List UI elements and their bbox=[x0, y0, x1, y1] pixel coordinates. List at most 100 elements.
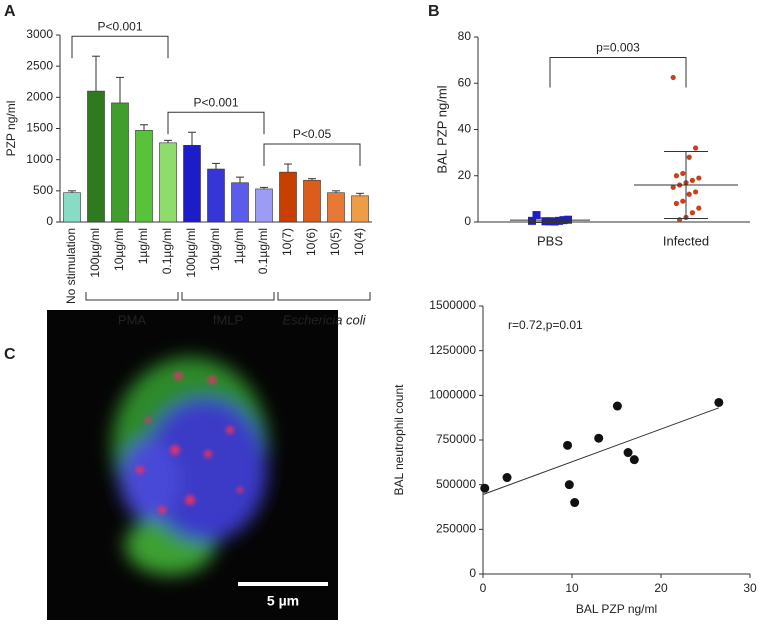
x-tick-label: 0.1µg/ml bbox=[256, 228, 270, 274]
data-point bbox=[563, 440, 573, 450]
y-tick-label: 0 bbox=[46, 214, 53, 228]
data-point bbox=[673, 200, 680, 207]
group-label: Eschericia coli bbox=[282, 312, 366, 327]
group-label: PMA bbox=[118, 312, 147, 327]
data-point bbox=[677, 217, 683, 223]
x-tick-label: 10 bbox=[565, 581, 579, 595]
data-point bbox=[550, 217, 559, 226]
data-point bbox=[689, 210, 696, 216]
data-point bbox=[696, 205, 702, 211]
y-tick-label: 1500 bbox=[26, 121, 53, 135]
bar bbox=[231, 182, 249, 223]
y-tick-label: 40 bbox=[458, 122, 472, 136]
x-tick-label: 1µg/ml bbox=[232, 228, 246, 264]
data-point bbox=[612, 401, 622, 411]
x-tick-label: 10(7) bbox=[280, 228, 294, 256]
y-tick-label: 20 bbox=[458, 168, 472, 182]
y-tick-label: 500 bbox=[33, 183, 53, 197]
y-tick-label: 0 bbox=[469, 566, 476, 580]
panel-label: B bbox=[428, 3, 440, 20]
y-tick-label: 2500 bbox=[26, 58, 53, 72]
y-tick-label: 1500000 bbox=[429, 298, 476, 312]
x-tick-label: 20 bbox=[654, 581, 668, 595]
data-point bbox=[532, 211, 541, 220]
x-tick-label: 30 bbox=[743, 581, 757, 595]
panel-label: A bbox=[4, 3, 16, 20]
y-axis-title: PZP ng/ml bbox=[4, 101, 18, 157]
fit-line bbox=[482, 407, 720, 495]
data-point bbox=[693, 145, 699, 151]
y-tick-label: 1250000 bbox=[429, 343, 476, 357]
group-line bbox=[85, 292, 179, 301]
data-point bbox=[629, 455, 639, 465]
x-tick-label: 10(5) bbox=[328, 228, 342, 256]
x-tick-label: 0 bbox=[480, 581, 487, 595]
y-tick-label: 0 bbox=[464, 214, 471, 228]
bar bbox=[351, 195, 369, 223]
annotation: r=0.72,p=0.01 bbox=[508, 318, 583, 332]
data-point bbox=[480, 483, 490, 493]
group-line bbox=[181, 292, 275, 301]
data-point bbox=[670, 74, 676, 81]
data-point bbox=[570, 498, 580, 508]
group-label: fMLP bbox=[213, 312, 243, 327]
y-tick-label: 750000 bbox=[436, 432, 476, 446]
bar bbox=[63, 192, 81, 223]
significance-label: P<0.001 bbox=[97, 19, 142, 33]
x-tick-label: 1µg/ml bbox=[136, 228, 150, 264]
y-tick-label: 80 bbox=[458, 29, 472, 43]
data-point bbox=[686, 154, 692, 160]
y-tick-label: 250000 bbox=[436, 522, 476, 536]
scale-bar-label: 5 µm bbox=[267, 593, 299, 609]
significance-bracket bbox=[263, 143, 361, 167]
y-tick-label: 1000 bbox=[26, 152, 53, 166]
significance-bracket bbox=[549, 56, 687, 88]
data-point bbox=[564, 480, 574, 490]
data-point bbox=[673, 173, 680, 179]
data-point bbox=[555, 216, 563, 225]
bar bbox=[327, 192, 345, 223]
bar bbox=[303, 179, 321, 223]
bar bbox=[135, 130, 153, 223]
data-point bbox=[670, 184, 676, 190]
y-tick-label: 3000 bbox=[26, 27, 53, 41]
significance-label: p=0.003 bbox=[596, 41, 640, 55]
bar bbox=[87, 90, 105, 223]
bar bbox=[159, 142, 177, 223]
data-point bbox=[541, 217, 550, 226]
significance-bracket bbox=[167, 111, 265, 135]
panel-label: C bbox=[4, 346, 16, 363]
data-point bbox=[680, 170, 686, 177]
significance-bracket bbox=[71, 35, 169, 59]
significance-label: P<0.05 bbox=[293, 127, 332, 141]
x-tick-label: 0.1µg/ml bbox=[160, 228, 174, 274]
x-tick-label: 10(4) bbox=[352, 228, 366, 256]
x-tick-label: 10µg/ml bbox=[112, 228, 126, 271]
data-point bbox=[502, 473, 512, 483]
group-line bbox=[277, 292, 371, 301]
y-tick-label: 1000000 bbox=[429, 388, 476, 402]
x-tick-label: Infected bbox=[663, 233, 709, 248]
y-axis-title: BAL PZP ng/ml bbox=[434, 85, 449, 173]
y-tick-label: 60 bbox=[458, 75, 472, 89]
data-point bbox=[594, 433, 604, 443]
data-point bbox=[686, 191, 692, 197]
data-point bbox=[714, 397, 724, 407]
bar bbox=[183, 145, 201, 223]
data-point bbox=[528, 216, 536, 225]
x-tick-label: 100µg/ml bbox=[88, 228, 102, 278]
y-axis-title: BAL neutrophil count bbox=[392, 384, 406, 496]
bar bbox=[207, 168, 225, 223]
x-tick-label: 10µg/ml bbox=[208, 228, 222, 271]
data-point bbox=[689, 177, 696, 183]
bar bbox=[279, 171, 297, 223]
data-point bbox=[693, 189, 699, 195]
x-tick-label: 100µg/ml bbox=[184, 228, 198, 278]
x-tick-label: No stimulation bbox=[64, 228, 78, 304]
micrograph: 5 µm bbox=[47, 310, 338, 620]
y-tick-label: 2000 bbox=[26, 90, 53, 104]
x-tick-label: 10(6) bbox=[304, 228, 318, 256]
data-point bbox=[696, 175, 702, 181]
significance-label: P<0.001 bbox=[193, 95, 238, 109]
